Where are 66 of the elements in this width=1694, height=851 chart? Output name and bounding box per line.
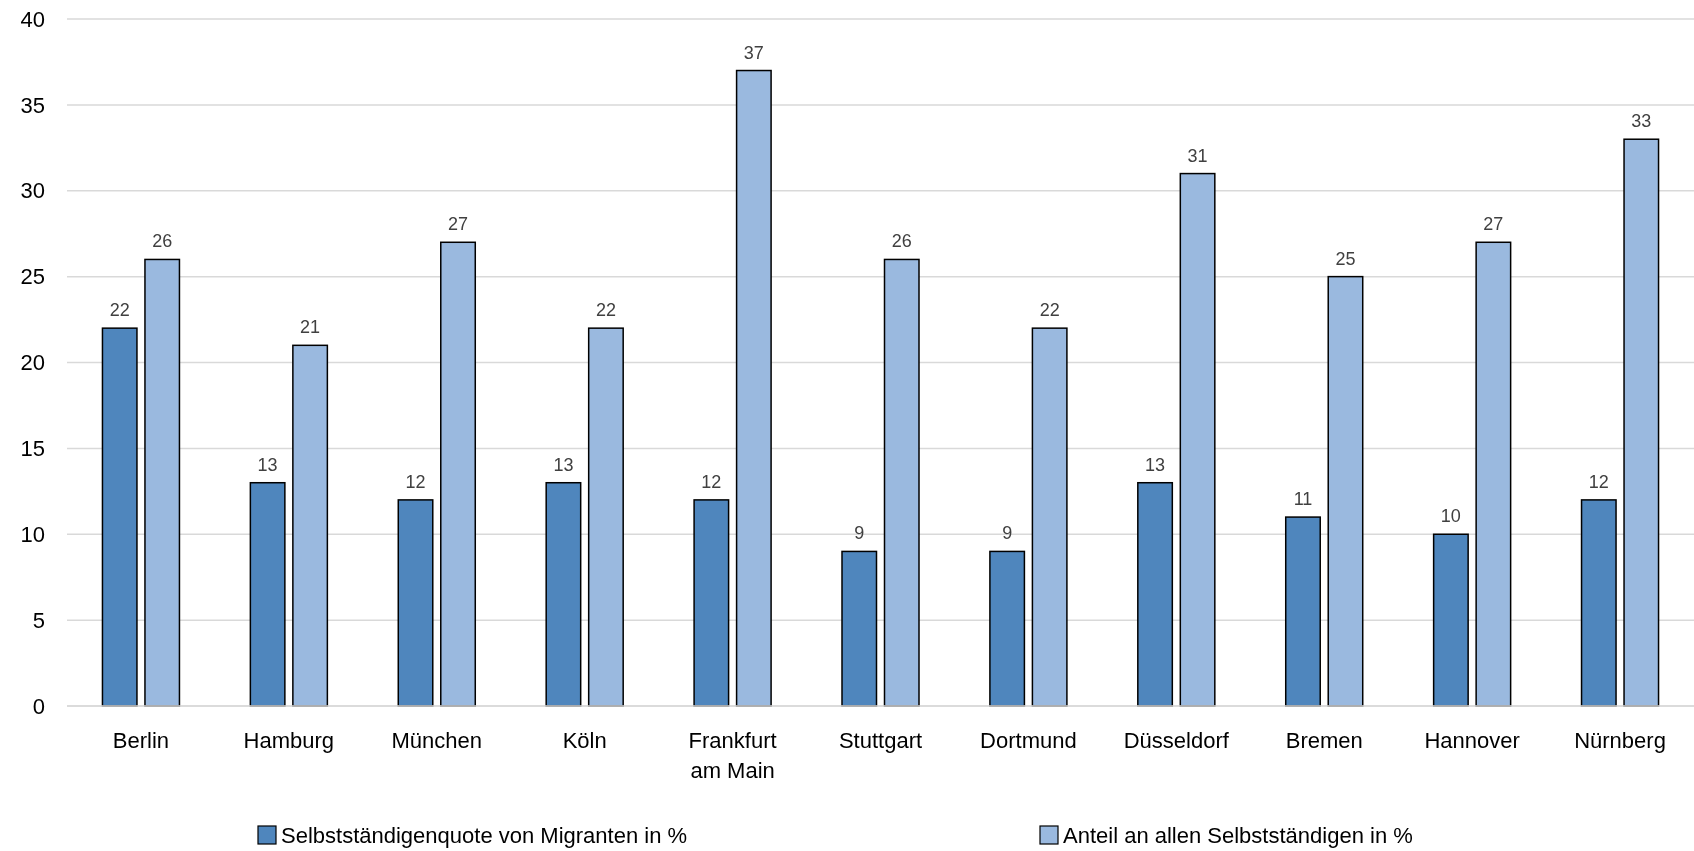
bar — [292, 344, 329, 707]
legend-label: Anteil an allen Selbstständigen in % — [1063, 822, 1413, 848]
bar — [440, 241, 477, 707]
y-tick-label: 0 — [32, 693, 45, 719]
y-tick-label: 5 — [32, 607, 45, 633]
data-label: 22 — [1039, 300, 1060, 321]
x-tick-label: Nürnberg — [1574, 728, 1666, 753]
data-label: 13 — [257, 454, 278, 475]
data-label: 11 — [1293, 489, 1313, 510]
data-label: 13 — [1145, 454, 1166, 475]
bar — [841, 550, 878, 707]
bar — [1179, 172, 1216, 707]
data-label: 31 — [1187, 145, 1208, 166]
data-label: 13 — [553, 454, 574, 475]
bar — [249, 481, 286, 707]
y-tick-label: 15 — [20, 436, 45, 462]
y-tick-label: 40 — [20, 6, 45, 32]
data-label: 25 — [1335, 248, 1356, 269]
bar — [587, 327, 624, 707]
bar — [735, 69, 772, 707]
data-label: 26 — [891, 231, 912, 252]
x-tick-label: Düsseldorf — [1123, 728, 1230, 753]
y-tick-label: 30 — [20, 178, 45, 204]
bar — [101, 327, 138, 707]
x-tick-label: Dortmund — [980, 728, 1077, 753]
data-label: 33 — [1631, 111, 1652, 132]
bar — [1475, 241, 1512, 707]
x-tick-label: Berlin — [112, 728, 170, 753]
bar — [1284, 516, 1321, 707]
data-label: 12 — [701, 471, 722, 492]
bar — [883, 258, 920, 707]
x-tick-label: Hannover — [1424, 728, 1520, 753]
bar — [1623, 138, 1660, 707]
bar — [397, 499, 434, 707]
data-label: 37 — [743, 42, 764, 63]
x-tick-label: Stuttgart — [838, 728, 923, 753]
data-label: 10 — [1440, 506, 1461, 527]
bar — [545, 481, 582, 707]
bar — [144, 258, 181, 707]
x-tick-label: Bremen — [1285, 728, 1363, 753]
data-label: 26 — [152, 231, 173, 252]
y-tick-label: 25 — [20, 264, 45, 290]
data-label: 9 — [1002, 523, 1013, 544]
data-label: 9 — [854, 523, 865, 544]
x-tick-label: München — [391, 728, 483, 753]
data-label: 22 — [595, 300, 616, 321]
x-tick-label: Hamburg — [243, 728, 335, 753]
data-label: 21 — [300, 317, 321, 338]
data-label: 27 — [1483, 214, 1504, 235]
bar — [989, 550, 1026, 707]
data-label: 12 — [405, 471, 426, 492]
data-label: 12 — [1588, 471, 1609, 492]
bar — [1432, 533, 1469, 707]
bar — [1137, 481, 1174, 707]
y-tick-label: 10 — [20, 521, 45, 547]
legend-label: Selbstständigenquote von Migranten in % — [281, 822, 688, 848]
y-tick-label: 20 — [20, 350, 45, 376]
bar — [1327, 275, 1364, 707]
bar — [693, 499, 730, 707]
bar — [1031, 327, 1068, 707]
data-label: 22 — [109, 300, 130, 321]
y-tick-label: 35 — [20, 92, 45, 118]
data-label: 27 — [448, 214, 469, 235]
x-tick-label: Frankfurt am Main — [688, 728, 777, 783]
bar — [1580, 499, 1617, 707]
x-tick-label: Köln — [562, 728, 607, 753]
